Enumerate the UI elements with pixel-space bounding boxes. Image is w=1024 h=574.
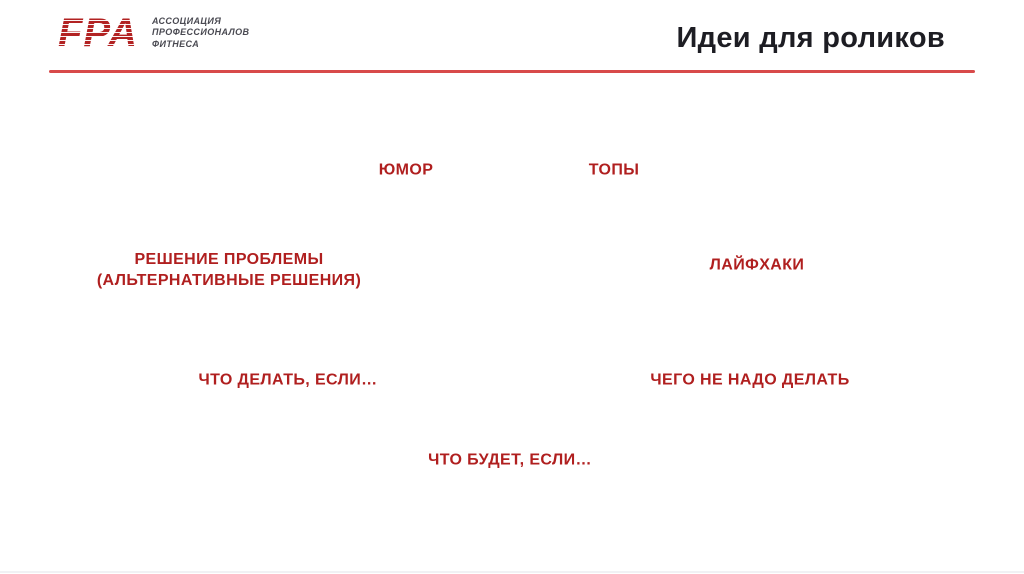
idea-label-problem-solving-line1: РЕШЕНИЕ ПРОБЛЕМЫ [134, 251, 324, 268]
fpa-logo: FPA АССОЦИАЦИЯ ПРОФЕССИОНАЛОВ ФИТНЕСА [58, 13, 249, 53]
idea-label-problem-solving: РЕШЕНИЕ ПРОБЛЕМЫ (АЛЬТЕРНАТИВНЫЕ РЕШЕНИЯ… [97, 249, 361, 291]
idea-label-lifehacks: ЛАЙФХАКИ [709, 256, 805, 274]
idea-label-tops: ТОПЫ [588, 161, 640, 179]
page-title: Идеи для роликов [676, 22, 945, 54]
idea-label-problem-solving-line2: (АЛЬТЕРНАТИВНЫЕ РЕШЕНИЯ) [96, 272, 362, 289]
idea-label-what-not-to-do: ЧЕГО НЕ НАДО ДЕЛАТЬ [650, 371, 850, 389]
idea-label-what-to-do-if: ЧТО ДЕЛАТЬ, ЕСЛИ… [198, 371, 378, 389]
idea-label-what-happens-if: ЧТО БУДЕТ, ЕСЛИ… [428, 451, 592, 469]
header-divider-line [49, 70, 975, 73]
fpa-logo-tagline: АССОЦИАЦИЯ ПРОФЕССИОНАЛОВ ФИТНЕСА [152, 15, 250, 49]
slide-bottom-edge [0, 571, 1024, 573]
fpa-logo-icon: FPA [58, 13, 143, 53]
idea-label-humor: ЮМОР [378, 161, 434, 179]
